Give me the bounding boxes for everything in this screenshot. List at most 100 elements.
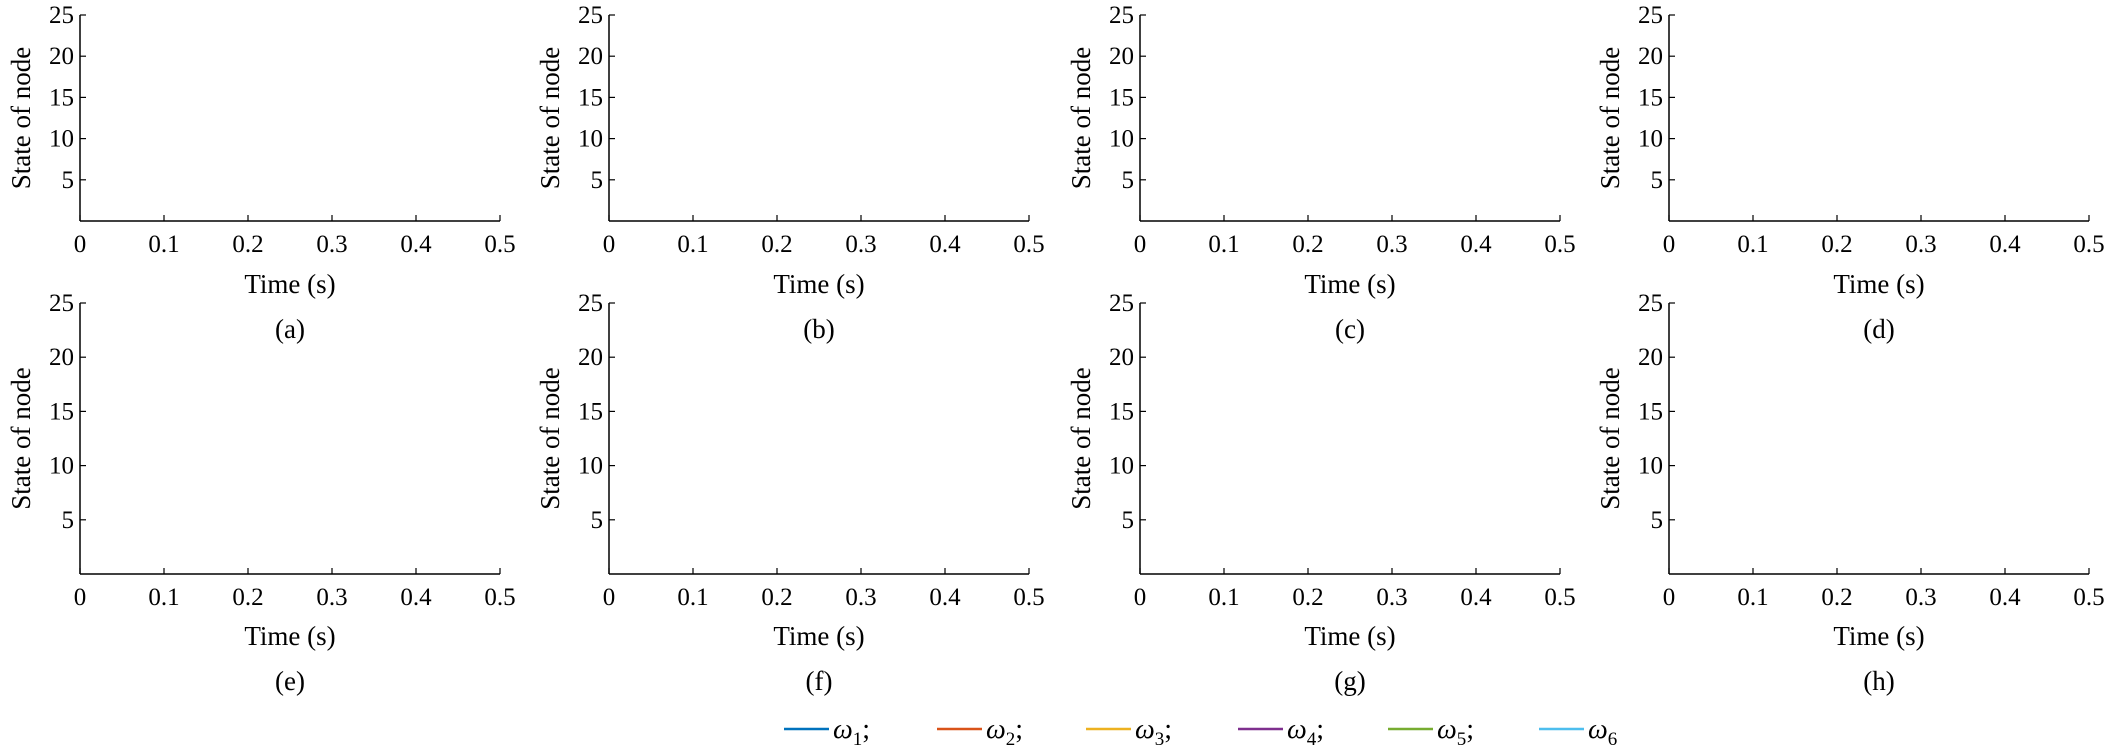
x-tick-label: 0.2 xyxy=(1292,584,1323,611)
x-tick-label: 0 xyxy=(1134,231,1147,258)
panel-label: (g) xyxy=(1334,666,1365,696)
x-tick-label: 0.3 xyxy=(316,584,347,611)
y-tick-label: 5 xyxy=(1651,507,1664,534)
chart-panel: 0 0.1 0.2 0.3 0.4 0.5 5 10 15 20 25 Time (s) State o… xyxy=(6,290,516,696)
y-tick-label: 20 xyxy=(1638,344,1663,371)
x-tick-label: 0.4 xyxy=(1989,584,2021,611)
panel-label: (a) xyxy=(275,314,305,344)
x-tick-label: 0.1 xyxy=(1737,231,1768,258)
x-tick-label: 0.1 xyxy=(677,231,708,258)
y-tick-label: 25 xyxy=(49,290,74,317)
x-tick-label: 0.1 xyxy=(677,584,708,611)
y-axis-label: State of node xyxy=(1066,47,1096,189)
y-tick-label: 20 xyxy=(578,344,603,371)
y-tick-label: 5 xyxy=(591,507,604,534)
x-tick-label: 0.1 xyxy=(1208,231,1239,258)
x-tick-label: 0.3 xyxy=(845,231,876,258)
legend-entry: ω6 xyxy=(1588,714,1617,750)
x-tick-label: 0.4 xyxy=(929,231,961,258)
x-tick-label: 0 xyxy=(1663,584,1676,611)
x-axis-label: Time (s) xyxy=(1833,269,1924,299)
x-tick-label: 0 xyxy=(1134,584,1147,611)
y-tick-label: 20 xyxy=(49,43,74,70)
y-tick-label: 20 xyxy=(49,344,74,371)
y-tick-label: 10 xyxy=(578,453,603,480)
y-tick-label: 5 xyxy=(1122,167,1135,194)
x-tick-label: 0.4 xyxy=(400,231,432,258)
x-axis-label: Time (s) xyxy=(1304,269,1395,299)
chart-panel: 0 0.1 0.2 0.3 0.4 0.5 5 10 15 20 25 Time (s) State o… xyxy=(535,290,1045,696)
x-tick-label: 0.2 xyxy=(1821,231,1852,258)
legend-entry: ω2; xyxy=(986,714,1023,750)
legend-entry: ω4; xyxy=(1287,714,1324,750)
panel-label: (f) xyxy=(806,666,833,696)
y-tick-label: 5 xyxy=(591,167,604,194)
x-axis-label: Time (s) xyxy=(1304,621,1395,651)
chart-panel: 0 0.1 0.2 0.3 0.4 0.5 5 10 15 20 25 Time (s) State o… xyxy=(1595,290,2105,696)
x-tick-label: 0.1 xyxy=(1737,584,1768,611)
chart-panel: 0 0.1 0.2 0.3 0.4 0.5 5 10 15 20 25 Time (s) State o… xyxy=(1595,2,2105,344)
x-tick-label: 0.5 xyxy=(1544,584,1575,611)
y-tick-label: 5 xyxy=(62,507,75,534)
y-tick-label: 20 xyxy=(578,43,603,70)
x-tick-label: 0.2 xyxy=(1821,584,1852,611)
x-tick-label: 0 xyxy=(74,584,87,611)
y-tick-label: 25 xyxy=(578,290,603,317)
x-tick-label: 0.4 xyxy=(1989,231,2021,258)
x-tick-label: 0 xyxy=(603,584,616,611)
x-tick-label: 0.5 xyxy=(2073,584,2104,611)
y-tick-label: 25 xyxy=(1109,2,1134,29)
y-tick-label: 10 xyxy=(1638,126,1663,153)
y-tick-label: 10 xyxy=(49,126,74,153)
x-tick-label: 0.2 xyxy=(761,584,792,611)
y-axis-label: State of node xyxy=(535,367,565,509)
panel-label: (b) xyxy=(803,314,834,344)
x-tick-label: 0.5 xyxy=(2073,231,2104,258)
x-tick-label: 0.3 xyxy=(1376,231,1407,258)
x-tick-label: 0.5 xyxy=(484,231,515,258)
y-tick-label: 10 xyxy=(1109,453,1134,480)
y-tick-label: 25 xyxy=(49,2,74,29)
y-axis-label: State of node xyxy=(6,47,36,189)
y-tick-label: 10 xyxy=(49,453,74,480)
y-tick-label: 15 xyxy=(1638,84,1663,111)
y-tick-label: 20 xyxy=(1638,43,1663,70)
chart-panel: 0 0.1 0.2 0.3 0.4 0.5 5 10 15 20 25 Time (s) State o… xyxy=(535,2,1045,344)
y-tick-label: 25 xyxy=(1109,290,1134,317)
y-tick-label: 10 xyxy=(578,126,603,153)
x-tick-label: 0.5 xyxy=(1013,231,1044,258)
y-tick-label: 5 xyxy=(1651,167,1664,194)
y-tick-label: 10 xyxy=(1109,126,1134,153)
x-tick-label: 0.1 xyxy=(1208,584,1239,611)
x-tick-label: 0.1 xyxy=(148,584,179,611)
x-tick-label: 0.5 xyxy=(1544,231,1575,258)
y-tick-label: 20 xyxy=(1109,43,1134,70)
panel-label: (d) xyxy=(1863,314,1894,344)
chart-panel: 0 0.1 0.2 0.3 0.4 0.5 5 10 15 20 25 Time (s) State o… xyxy=(1066,290,1576,696)
panel-label: (e) xyxy=(275,666,305,696)
chart-panel: 0 0.1 0.2 0.3 0.4 0.5 5 10 15 20 25 Time (s) State o… xyxy=(6,2,516,344)
x-tick-label: 0.4 xyxy=(929,584,961,611)
y-tick-label: 25 xyxy=(1638,290,1663,317)
y-axis-label: State of node xyxy=(1595,367,1625,509)
x-tick-label: 0 xyxy=(603,231,616,258)
panel-label: (h) xyxy=(1863,666,1894,696)
x-tick-label: 0.2 xyxy=(761,231,792,258)
chart-panel: 0 0.1 0.2 0.3 0.4 0.5 5 10 15 20 25 Time (s) State o… xyxy=(1066,2,1576,344)
x-axis-label: Time (s) xyxy=(773,269,864,299)
x-tick-label: 0.2 xyxy=(232,231,263,258)
legend: ω1; ω2; ω3; ω4; ω5; ω6 xyxy=(784,714,1617,750)
y-axis-label: State of node xyxy=(535,47,565,189)
panel-label: (c) xyxy=(1335,314,1365,344)
x-tick-label: 0 xyxy=(74,231,87,258)
x-tick-label: 0.1 xyxy=(148,231,179,258)
y-tick-label: 25 xyxy=(578,2,603,29)
legend-entry: ω5; xyxy=(1437,714,1474,750)
y-tick-label: 5 xyxy=(1122,507,1135,534)
x-axis-label: Time (s) xyxy=(244,621,335,651)
x-tick-label: 0.2 xyxy=(1292,231,1323,258)
y-axis-label: State of node xyxy=(1595,47,1625,189)
x-axis-label: Time (s) xyxy=(773,621,864,651)
y-tick-label: 15 xyxy=(1109,398,1134,425)
